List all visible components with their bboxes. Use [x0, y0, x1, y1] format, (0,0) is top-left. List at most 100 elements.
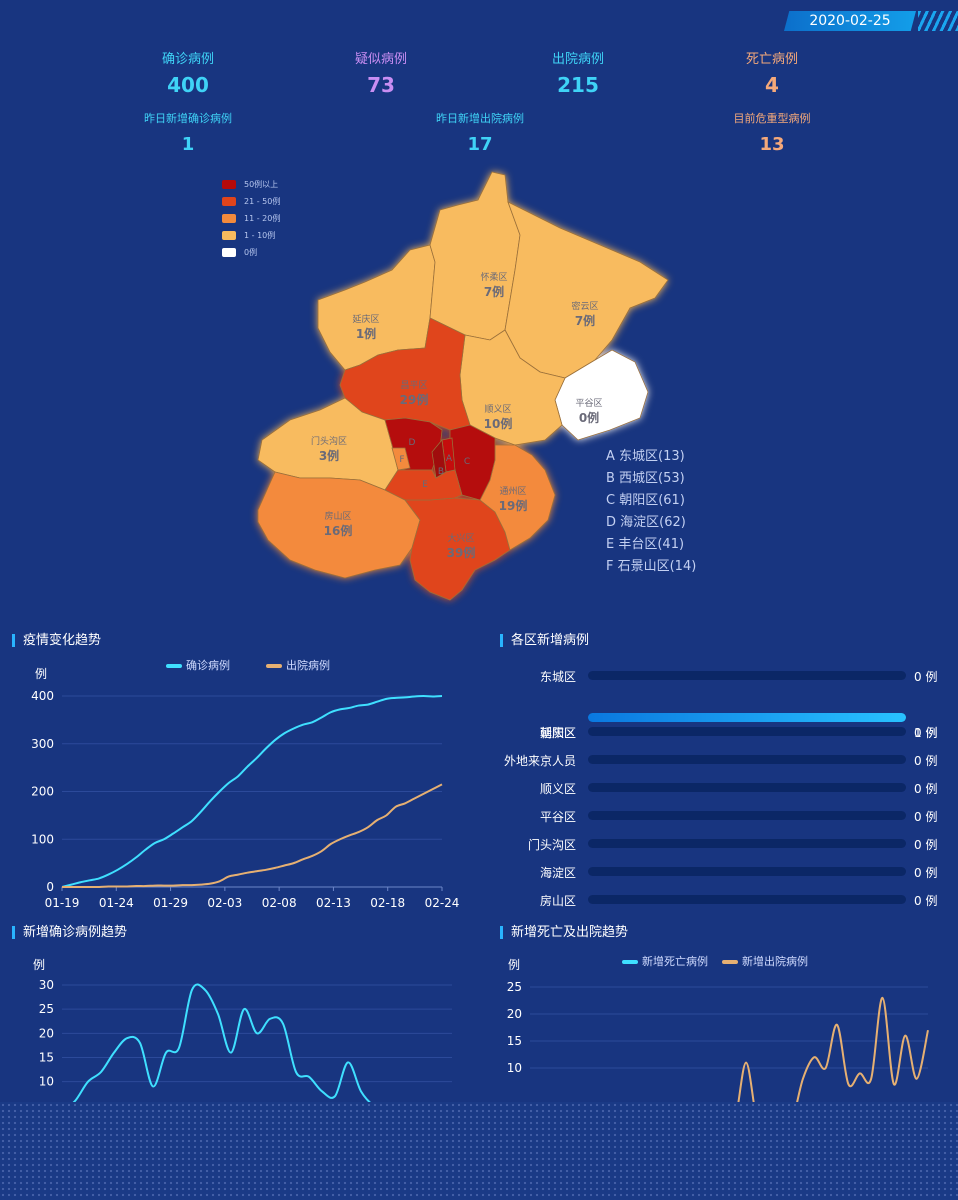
legend-swatch [222, 248, 236, 257]
district-bar-name: 外地来京人员 [503, 754, 576, 768]
district-bar-row: 东城区 0 例 [496, 664, 958, 692]
y-tick-label: 0 [46, 880, 54, 894]
y-tick-label: 300 [31, 737, 54, 751]
district-bar-row: 延庆区 0 例 [496, 720, 958, 748]
y-tick-label: 400 [31, 689, 54, 703]
district-list-item: C 朝阳区(61) [606, 493, 685, 508]
region-count: 16例 [324, 523, 353, 538]
region-count: 10例 [484, 416, 513, 431]
stat-deaths: 死亡病例 4 [672, 48, 872, 97]
district-bar-track [588, 867, 906, 876]
district-bar-value: 0 例 [914, 726, 938, 740]
legend-swatch [222, 214, 236, 223]
district-list-item: A 东城区(13) [606, 449, 685, 464]
district-bar-row: 海淀区 0 例 [496, 860, 958, 888]
district-bar-value: 1 例 [914, 726, 938, 740]
x-tick-label: 01-29 [153, 896, 188, 910]
district-bar-value: 0 例 [914, 782, 938, 796]
district-bar-name: 房山区 [539, 894, 576, 908]
dotted-overlay [0, 1102, 958, 1200]
stat-label: 昨日新增出院病例 [436, 112, 524, 125]
y-axis-label: 例 [35, 667, 47, 681]
y-tick-label: 30 [39, 978, 54, 992]
district-bar-track [588, 895, 906, 904]
region-name: 房山区 [324, 510, 351, 522]
region-shijingshan [391, 447, 411, 471]
region-name: 怀柔区 [480, 271, 507, 283]
y-tick-label: 15 [507, 1034, 522, 1048]
region-count: 7例 [575, 313, 595, 328]
district-bar-name: 朝阳区 [539, 726, 576, 740]
stat-new-discharged: 昨日新增出院病例 17 [380, 110, 580, 155]
y-tick-label: 100 [31, 832, 54, 846]
legend-swatch [622, 960, 638, 964]
district-bar-value: 0 例 [914, 838, 938, 852]
region-name: 密云区 [571, 300, 598, 312]
beijing-map: 怀柔区 7例 密云区 7例 延庆区 1例 昌平区 29例 顺义区 10例 平谷区… [257, 171, 669, 601]
stat-value: 4 [765, 73, 779, 97]
legend-label: 新增死亡病例 [642, 954, 708, 968]
legend-item: 21 - 50例 [222, 193, 280, 210]
region-name: 延庆区 [352, 313, 379, 325]
district-bar-row: 门头沟区 0 例 [496, 832, 958, 860]
stat-value: 1 [181, 134, 195, 155]
legend-item: 0例 [222, 244, 280, 261]
x-tick-label: 02-03 [207, 896, 242, 910]
stat-label: 昨日新增确诊病例 [144, 112, 232, 125]
region-labels: 怀柔区 7例 密云区 7例 延庆区 1例 昌平区 29例 顺义区 10例 平谷区… [311, 271, 603, 560]
district-list: A 东城区(13) B 西城区(53) C 朝阳区(61) D 海淀区(62) … [606, 446, 696, 578]
district-bar-track [588, 713, 906, 722]
legend-swatch [222, 231, 236, 240]
district-list-item: E 丰台区(41) [606, 537, 685, 552]
region-name: 昌平区 [400, 380, 427, 391]
stat-label: 确诊病例 [161, 52, 214, 67]
stat-label: 死亡病例 [745, 52, 798, 67]
district-bar-row: 外地来京人员 0 例 [496, 748, 958, 776]
x-tick-label: 02-13 [316, 896, 351, 910]
legend-swatch [722, 960, 738, 964]
district-bar-name: 顺义区 [539, 782, 576, 796]
district-bar-track [588, 755, 906, 764]
district-bar-name: 东城区 [539, 670, 576, 684]
stat-suspected: 疑似病例 73 [281, 48, 481, 97]
y-tick-label: 10 [39, 1075, 54, 1089]
y-tick-label: 10 [507, 1061, 522, 1075]
region-count: 19例 [499, 498, 528, 513]
region-letter: C [464, 457, 470, 467]
date-badge: 2020-02-25 [784, 11, 916, 31]
legend-swatch [222, 197, 236, 206]
stat-new-confirmed: 昨日新增确诊病例 1 [88, 110, 288, 155]
x-tick-label: 02-24 [425, 896, 460, 910]
stat-value: 400 [167, 73, 209, 97]
region-name: 大兴区 [447, 532, 474, 544]
x-tick-label: 02-08 [262, 896, 297, 910]
section-title-district-new: 各区新增病例 [500, 634, 589, 647]
stat-value: 17 [467, 134, 493, 155]
stat-value: 73 [367, 73, 395, 97]
legend-item: 50例以上 [222, 176, 280, 193]
region-fengtai [384, 469, 463, 501]
region-letter: A [446, 454, 453, 464]
district-bar-name: 海淀区 [539, 866, 576, 880]
legend-label: 确诊病例 [186, 658, 230, 672]
region-name: 通州区 [499, 486, 526, 497]
series-line [61, 694, 443, 888]
region-count: 29例 [400, 392, 429, 407]
district-bar-row: 房山区 0 例 [496, 888, 958, 916]
district-bar-row: 朝阳区 1 例 [496, 692, 958, 740]
district-bar-row: 平谷区 0 例 [496, 804, 958, 832]
trend-chart: 例 0 100 200 300 400 01-19 01-24 01-29 02-03 02-08 0… [31, 658, 460, 910]
y-tick-label: 20 [39, 1026, 54, 1040]
legend-swatch [222, 180, 236, 189]
y-axis-label: 例 [508, 958, 520, 972]
region-count: 39例 [447, 545, 476, 560]
district-bar-value: 0 例 [914, 810, 938, 824]
region-letter: B [438, 467, 444, 477]
region-name: 平谷区 [575, 398, 602, 409]
district-bar-value: 0 例 [914, 670, 938, 684]
stat-critical: 目前危重型病例 13 [672, 110, 872, 155]
map-legend: 50例以上 21 - 50例 11 - 20例 1 - 10例 0例 [222, 176, 280, 261]
series-line [62, 783, 443, 889]
decor-stripes [918, 11, 958, 31]
legend-swatch [166, 664, 182, 668]
